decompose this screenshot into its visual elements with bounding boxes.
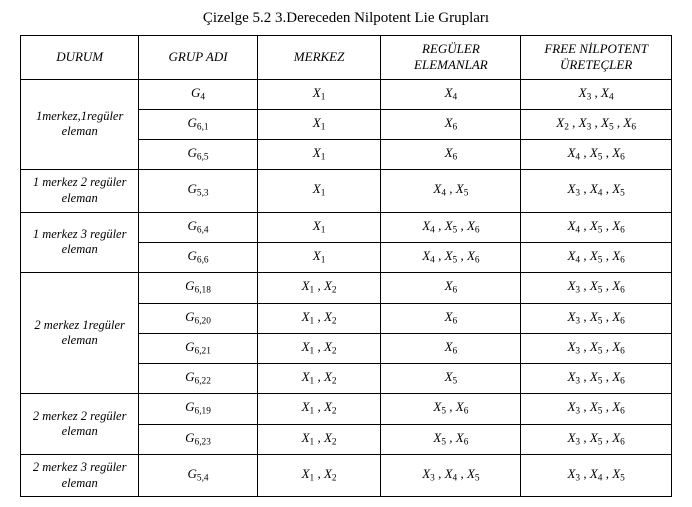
durum-cell: 2 merkez 2 regüler eleman — [21, 394, 139, 455]
table-caption: Çizelge 5.2 3.Dereceden Nilpotent Lie Gr… — [20, 10, 672, 27]
free-cell: X3 , X4 — [521, 79, 672, 109]
reguler-cell: X6 — [381, 303, 521, 333]
grup-adi-cell: G6,19 — [139, 394, 257, 424]
col-header-free: FREE NİLPOTENT ÜRETEÇLER — [521, 36, 672, 80]
durum-cell: 1 merkez 3 regüler eleman — [21, 212, 139, 273]
merkez-cell: X1 , X2 — [257, 364, 381, 394]
reguler-cell: X5 , X6 — [381, 394, 521, 424]
grup-adi-cell: G6,22 — [139, 364, 257, 394]
table-row: 1merkez,1regüler elemanG4X1X4X3 , X4 — [21, 79, 672, 109]
reguler-cell: X5 , X6 — [381, 424, 521, 454]
merkez-cell: X1 — [257, 140, 381, 170]
reguler-cell: X4 — [381, 79, 521, 109]
merkez-cell: X1 — [257, 170, 381, 212]
merkez-cell: X1 , X2 — [257, 333, 381, 363]
grup-adi-cell: G6,20 — [139, 303, 257, 333]
free-cell: X4 , X5 , X6 — [521, 212, 672, 242]
free-cell: X3 , X5 , X6 — [521, 394, 672, 424]
merkez-cell: X1 , X2 — [257, 455, 381, 497]
table-row: 1 merkez 2 regüler elemanG5,3X1X4 , X5X3… — [21, 170, 672, 212]
grup-adi-cell: G6,23 — [139, 424, 257, 454]
col-header-reguler: REGÜLER ELEMANLAR — [381, 36, 521, 80]
merkez-cell: X1 — [257, 212, 381, 242]
free-cell: X4 , X5 , X6 — [521, 242, 672, 272]
reguler-cell: X4 , X5 , X6 — [381, 242, 521, 272]
col-header-durum: DURUM — [21, 36, 139, 80]
reguler-cell: X6 — [381, 140, 521, 170]
table-row: 2 merkez 2 regüler elemanG6,19X1 , X2X5 … — [21, 394, 672, 424]
col-header-merkez: MERKEZ — [257, 36, 381, 80]
free-cell: X4 , X5 , X6 — [521, 140, 672, 170]
grup-adi-cell: G6,4 — [139, 212, 257, 242]
table-body: 1merkez,1regüler elemanG4X1X4X3 , X4G6,1… — [21, 79, 672, 497]
grup-adi-cell: G5,3 — [139, 170, 257, 212]
merkez-cell: X1 , X2 — [257, 303, 381, 333]
nilpotent-table: DURUM GRUP ADI MERKEZ REGÜLER ELEMANLAR … — [20, 35, 672, 497]
merkez-cell: X1 — [257, 109, 381, 139]
grup-adi-cell: G6,21 — [139, 333, 257, 363]
table-header-row: DURUM GRUP ADI MERKEZ REGÜLER ELEMANLAR … — [21, 36, 672, 80]
free-cell: X3 , X4 , X5 — [521, 455, 672, 497]
reguler-cell: X5 — [381, 364, 521, 394]
grup-adi-cell: G5,4 — [139, 455, 257, 497]
grup-adi-cell: G4 — [139, 79, 257, 109]
free-cell: X3 , X5 , X6 — [521, 303, 672, 333]
merkez-cell: X1 , X2 — [257, 424, 381, 454]
table-row: 2 merkez 1regüler elemanG6,18X1 , X2X6X3… — [21, 273, 672, 303]
merkez-cell: X1 , X2 — [257, 394, 381, 424]
grup-adi-cell: G6,5 — [139, 140, 257, 170]
table-row: 2 merkez 3 regüler elemanG5,4X1 , X2X3 ,… — [21, 455, 672, 497]
free-cell: X3 , X5 , X6 — [521, 273, 672, 303]
reguler-cell: X3 , X4 , X5 — [381, 455, 521, 497]
merkez-cell: X1 , X2 — [257, 273, 381, 303]
durum-cell: 2 merkez 3 regüler eleman — [21, 455, 139, 497]
merkez-cell: X1 — [257, 79, 381, 109]
grup-adi-cell: G6,6 — [139, 242, 257, 272]
durum-cell: 2 merkez 1regüler eleman — [21, 273, 139, 394]
grup-adi-cell: G6,1 — [139, 109, 257, 139]
free-cell: X2 , X3 , X5 , X6 — [521, 109, 672, 139]
reguler-cell: X6 — [381, 109, 521, 139]
col-header-grup: GRUP ADI — [139, 36, 257, 80]
reguler-cell: X6 — [381, 333, 521, 363]
reguler-cell: X4 , X5 — [381, 170, 521, 212]
durum-cell: 1merkez,1regüler eleman — [21, 79, 139, 170]
free-cell: X3 , X5 , X6 — [521, 424, 672, 454]
merkez-cell: X1 — [257, 242, 381, 272]
free-cell: X3 , X5 , X6 — [521, 364, 672, 394]
free-cell: X3 , X4 , X5 — [521, 170, 672, 212]
reguler-cell: X6 — [381, 273, 521, 303]
reguler-cell: X4 , X5 , X6 — [381, 212, 521, 242]
durum-cell: 1 merkez 2 regüler eleman — [21, 170, 139, 212]
free-cell: X3 , X5 , X6 — [521, 333, 672, 363]
grup-adi-cell: G6,18 — [139, 273, 257, 303]
table-row: 1 merkez 3 regüler elemanG6,4X1X4 , X5 ,… — [21, 212, 672, 242]
